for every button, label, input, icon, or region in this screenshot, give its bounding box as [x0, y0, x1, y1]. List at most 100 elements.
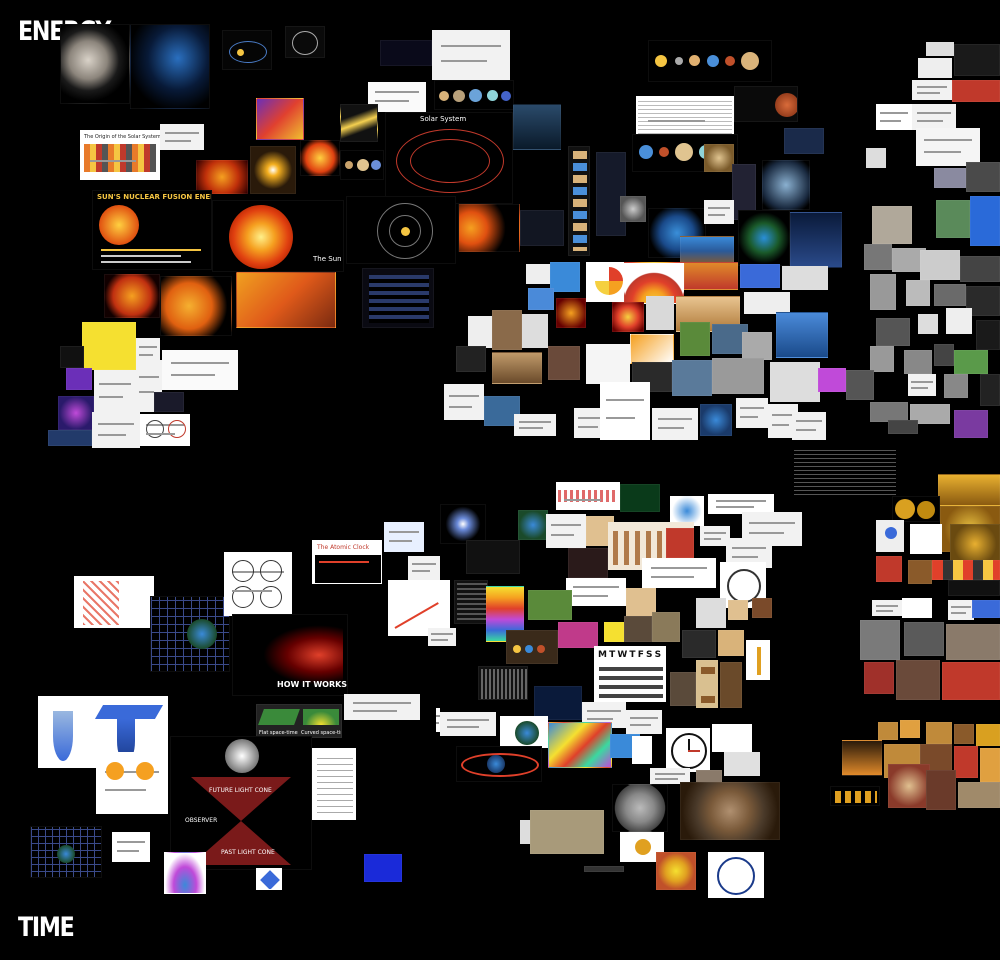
mosaic-tile[interactable] [926, 722, 952, 744]
mosaic-tile[interactable] [736, 398, 768, 428]
mosaic-tile[interactable] [906, 280, 930, 306]
mosaic-tile[interactable] [878, 722, 898, 740]
mosaic-tile[interactable] [652, 612, 680, 642]
mosaic-tile[interactable] [912, 80, 952, 100]
mosaic-tile[interactable] [752, 598, 772, 618]
mosaic-tile[interactable] [762, 160, 810, 210]
mosaic-tile[interactable] [970, 196, 1000, 246]
mosaic-tile[interactable] [66, 368, 92, 390]
mosaic-tile[interactable] [568, 146, 590, 256]
mosaic-tile[interactable] [792, 412, 826, 440]
mosaic-tile[interactable] [632, 736, 652, 764]
mosaic-tile[interactable] [528, 288, 554, 310]
mosaic-tile[interactable] [980, 374, 1000, 406]
mosaic-tile[interactable] [704, 200, 734, 224]
mosaic-tile[interactable] [534, 686, 582, 720]
mosaic-tile[interactable] [790, 212, 842, 268]
mosaic-tile[interactable] [932, 560, 1000, 580]
mosaic-tile[interactable] [256, 98, 304, 140]
mosaic-tile[interactable] [546, 514, 586, 548]
mosaic-tile[interactable] [514, 414, 556, 436]
aztec-calendar-large[interactable] [680, 782, 780, 840]
mosaic-tile[interactable] [742, 332, 772, 360]
mosaic-tile[interactable] [456, 746, 542, 782]
mosaic-tile[interactable] [948, 600, 974, 620]
mosaic-tile[interactable] [456, 346, 486, 372]
mosaic-tile[interactable] [104, 274, 160, 318]
mosaic-tile[interactable] [388, 580, 450, 636]
mosaic-tile[interactable] [162, 350, 238, 390]
mosaic-tile[interactable] [596, 152, 626, 236]
mosaic-tile[interactable] [312, 748, 356, 820]
mosaic-tile[interactable] [892, 496, 940, 522]
mosaic-tile[interactable] [872, 600, 902, 616]
data-table[interactable] [636, 96, 734, 136]
mosaic-tile[interactable] [920, 250, 960, 280]
mosaic-tile[interactable] [48, 430, 92, 446]
mosaic-tile[interactable] [830, 786, 880, 806]
mosaic-tile[interactable] [934, 284, 966, 306]
mosaic-tile[interactable] [454, 580, 488, 624]
mosaic-tile[interactable] [428, 628, 456, 646]
mosaic-tile[interactable] [500, 716, 548, 748]
mosaic-tile[interactable] [976, 724, 1000, 746]
sun-fusion-panel[interactable]: SUN'S NUCLEAR FUSION ENERGY [92, 190, 212, 270]
mosaic-tile[interactable] [530, 810, 604, 854]
origin-elements-table[interactable]: The Origin of the Solar System Elements [80, 130, 160, 180]
mosaic-tile[interactable] [250, 146, 296, 194]
mosaic-tile[interactable] [980, 748, 1000, 782]
mosaic-tile[interactable] [936, 200, 970, 238]
mosaic-tile[interactable] [620, 484, 660, 512]
mosaic-tile[interactable] [934, 344, 954, 366]
mosaic-tile[interactable] [584, 866, 624, 872]
mosaic-tile[interactable] [904, 350, 932, 374]
mosaic-tile[interactable] [642, 558, 716, 588]
mosaic-tile[interactable] [872, 206, 912, 244]
mosaic-tile[interactable] [784, 128, 824, 154]
mosaic-tile[interactable] [285, 26, 325, 58]
mosaic-tile[interactable] [154, 392, 184, 412]
mosaic-tile[interactable] [140, 414, 190, 446]
mosaic-tile[interactable] [362, 268, 434, 328]
mosaic-tile[interactable] [696, 660, 718, 708]
mosaic-tile[interactable] [958, 782, 1000, 808]
mosaic-tile[interactable] [568, 548, 608, 578]
mosaic-tile[interactable] [408, 556, 440, 580]
world-map[interactable] [548, 722, 612, 768]
cluster-planets[interactable] [648, 40, 772, 82]
mosaic-tile[interactable] [518, 510, 548, 540]
mosaic-tile[interactable] [566, 578, 626, 606]
earth-layers[interactable] [586, 262, 630, 302]
mosaic-tile[interactable] [670, 672, 696, 706]
mosaic-tile[interactable] [728, 600, 748, 620]
light-cone[interactable]: FUTURE LIGHT CONE OBSERVER PAST LIGHT CO… [170, 736, 312, 870]
mosaic-tile[interactable] [672, 360, 712, 396]
mosaic-tile[interactable] [976, 320, 1000, 350]
how-it-works-panel[interactable]: HOW IT WORKS [232, 614, 348, 696]
mosaic-tile[interactable] [684, 262, 738, 290]
mosaic-tile[interactable] [918, 314, 938, 334]
mosaic-tile[interactable] [948, 580, 1000, 596]
mosaic-tile[interactable] [926, 770, 956, 810]
mosaic-tile[interactable] [432, 30, 510, 80]
mosaic-tile[interactable] [624, 616, 652, 642]
mosaic-tile[interactable] [912, 104, 956, 130]
mosaic-tile[interactable] [782, 266, 828, 290]
mosaic-tile[interactable] [870, 402, 908, 422]
mosaic-tile[interactable] [734, 86, 798, 122]
mosaic-tile[interactable] [696, 598, 726, 628]
mosaic-tile[interactable]: Solar System [385, 112, 513, 204]
mosaic-tile[interactable] [770, 362, 820, 402]
mosaic-tile[interactable] [954, 410, 988, 438]
mosaic-tile[interactable] [164, 852, 206, 894]
mosaic-tile[interactable] [466, 540, 520, 574]
mosaic-tile[interactable] [236, 272, 336, 328]
mosaic-tile[interactable] [712, 724, 752, 752]
mosaic-tile[interactable] [513, 104, 561, 150]
mosaic-tile[interactable] [954, 746, 978, 778]
mosaic-tile[interactable] [870, 274, 896, 310]
mosaic-tile[interactable] [340, 150, 384, 180]
clock-face[interactable] [666, 728, 710, 772]
mosaic-tile[interactable] [548, 346, 580, 380]
mosaic-tile[interactable] [650, 768, 690, 784]
